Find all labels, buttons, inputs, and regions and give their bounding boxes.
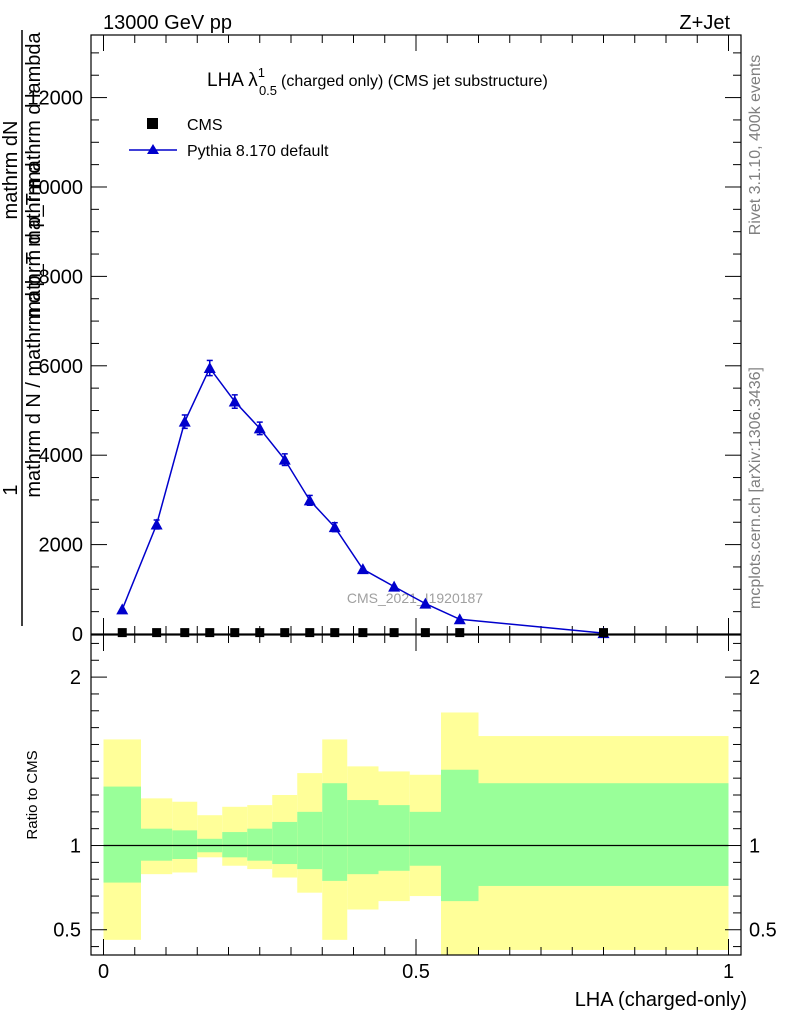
ratio-inner-band: [441, 769, 479, 902]
pythia-point: [388, 580, 401, 592]
pythia-point: [228, 395, 241, 407]
pythia-point: [453, 613, 466, 625]
cms-point: [330, 628, 340, 638]
pythia-point: [203, 362, 216, 374]
ratio-inner-band: [409, 811, 441, 866]
main-y-label: 1 mathrm d N / mathrm d p_T mathrm d mat…: [0, 30, 45, 626]
ratio-inner-band: [247, 828, 273, 861]
legend-cms-label: CMS: [187, 117, 223, 134]
ratio-y-tick-label: 0.5: [53, 920, 81, 942]
cms-point: [180, 628, 190, 638]
main-y-tick-labels: 0 2000 4000 6000 8000 10000 12000: [27, 88, 83, 646]
pythia-point: [303, 494, 316, 506]
main-y-tick-label: 6000: [39, 356, 84, 378]
cms-point: [358, 628, 368, 638]
ratio-inner-band: [222, 832, 248, 858]
main-y-tick-label: 8000: [39, 266, 84, 288]
ratio-inner-band: [297, 811, 323, 870]
header-process: Z+Jet: [679, 12, 730, 34]
cms-point: [152, 628, 162, 638]
cms-point: [205, 628, 215, 638]
ratio-inner-band: [378, 805, 410, 871]
cms-point: [455, 628, 465, 638]
legend-pythia-label: Pythia 8.170 default: [187, 143, 329, 160]
ratio-x-tick-label: 0: [98, 961, 109, 983]
x-axis-label: LHA (charged-only): [575, 989, 747, 1011]
ratio-inner-band: [322, 783, 348, 881]
ratio-y-tick-label: 2: [70, 667, 81, 689]
main-y-tick-label: 4000: [39, 445, 84, 467]
ratio-y-tick-label-right: 1: [749, 836, 760, 858]
ratio-y-tick-label-right: 2: [749, 667, 760, 689]
main-y-tick-label: 0: [72, 624, 83, 646]
cms-point: [255, 628, 265, 638]
y-label-one: 1: [0, 484, 22, 495]
ratio-inner-band: [172, 830, 198, 859]
ratio-x-tick-label: 1: [723, 961, 734, 983]
cms-point: [389, 628, 399, 638]
main-series-layer: [116, 359, 610, 639]
pythia-line: [121, 366, 604, 634]
pythia-point: [178, 415, 191, 427]
header-energy: 13000 GeV pp: [103, 12, 232, 34]
ratio-inner-band: [347, 800, 379, 875]
cms-point: [420, 628, 430, 638]
ratio-y-label: Ratio to CMS: [24, 750, 41, 839]
ratio-tick-labels: 0.5 0.5 1 1 2 2 0 0.5 1: [53, 667, 777, 983]
main-axis-ticks: [91, 35, 741, 635]
ratio-inner-band: [478, 783, 729, 886]
y-label-dn: mathrm dN: [0, 121, 22, 220]
main-y-tick-label: 12000: [27, 88, 83, 110]
pythia-point: [253, 422, 266, 434]
ratio-inner-band: [103, 786, 141, 883]
ratio-y-tick-label-right: 0.5: [749, 920, 777, 942]
pythia-point: [116, 603, 129, 615]
main-title: LHA λ1 0.5(charged only) (CMS jet substru…: [207, 65, 548, 98]
cms-point: [305, 628, 315, 638]
legend-cms-marker: [147, 118, 158, 129]
ratio-x-tick-label: 0.5: [402, 961, 430, 983]
main-y-tick-label: 2000: [39, 535, 84, 557]
legend-pythia-marker: [147, 144, 159, 154]
ratio-y-tick-label: 1: [70, 836, 81, 858]
pythia-point: [328, 521, 341, 533]
cms-point: [280, 628, 290, 638]
legend: CMS Pythia 8.170 default: [129, 117, 329, 160]
ratio-axis-ticks: [91, 635, 741, 955]
pythia-point: [356, 563, 369, 575]
main-y-tick-label: 10000: [27, 177, 83, 199]
cms-point: [117, 628, 127, 638]
rivet-label: Rivet 3.1.10, 400k events: [747, 55, 764, 236]
pythia-point: [278, 453, 291, 465]
ratio-inner-band: [272, 821, 298, 865]
y-label-under: mathrm d N / mathrm d p_T mathrm d: [23, 162, 45, 497]
y-label-dpt: mathrm d p_T mathrm d lambda: [23, 31, 45, 317]
ratio-bands-layer: [103, 712, 729, 955]
cms-point: [599, 628, 608, 638]
pythia-point: [419, 597, 432, 609]
ratio-inner-band: [141, 828, 173, 861]
pythia-point: [150, 518, 163, 530]
mcplots-label: mcplots.cern.ch [arXiv:1306.3436]: [747, 367, 764, 609]
cms-point: [230, 628, 240, 638]
